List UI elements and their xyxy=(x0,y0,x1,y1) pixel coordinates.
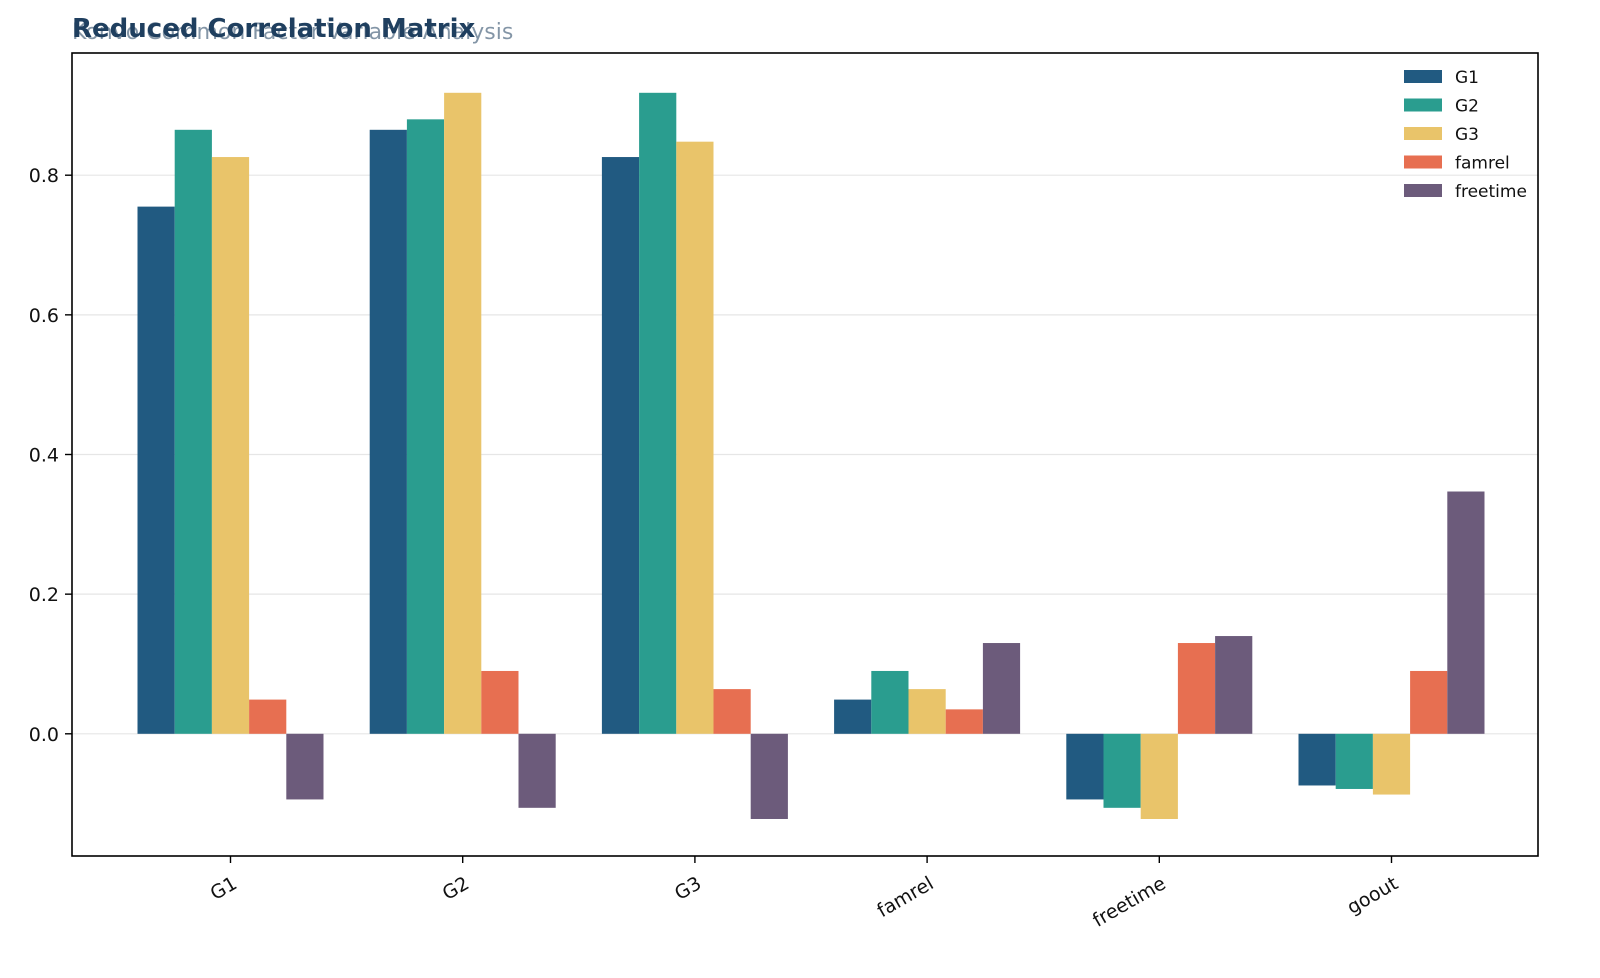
bar-freetime-famrel xyxy=(982,643,1021,734)
bar-G2-G1 xyxy=(174,129,212,734)
x-axis: G1 G2 G3 famrel freetime goout xyxy=(207,856,1402,932)
bar-famrel-G2 xyxy=(481,670,519,734)
legend-label-freetime: freetime xyxy=(1455,182,1527,202)
bar-G1-freetime xyxy=(1066,733,1104,800)
x-tick-label: G3 xyxy=(671,872,705,904)
bar-freetime-G2 xyxy=(518,733,556,808)
y-tick-label: 0.4 xyxy=(29,445,59,467)
legend-swatch-G2 xyxy=(1404,98,1442,112)
legend-swatch-G3 xyxy=(1404,127,1442,140)
grid-lines xyxy=(72,174,1538,735)
x-tick-label: G2 xyxy=(439,872,473,904)
bar-famrel-freetime xyxy=(1177,643,1216,734)
bars xyxy=(137,92,1485,819)
bar-freetime-G1 xyxy=(286,733,324,800)
chart-subtitle: Konvo Common Factor Variable Analysis xyxy=(72,20,514,45)
bar-famrel-G3 xyxy=(713,689,751,734)
bar-G3-freetime xyxy=(1140,733,1178,819)
bar-G2-G3 xyxy=(639,92,677,734)
legend-label-G1: G1 xyxy=(1455,68,1479,88)
bar-G2-G2 xyxy=(406,119,445,734)
bar-famrel-goout xyxy=(1410,670,1448,734)
legend-label-G3: G3 xyxy=(1455,125,1479,145)
x-tick-label: goout xyxy=(1343,872,1401,918)
legend-swatch-G1 xyxy=(1404,70,1442,83)
x-tick-label: G1 xyxy=(207,872,241,904)
y-tick-label: 0.0 xyxy=(29,724,59,746)
x-tick-label: famrel xyxy=(873,872,937,922)
bar-G1-famrel xyxy=(834,699,872,734)
bar-G2-goout xyxy=(1335,733,1373,789)
bar-G1-G1 xyxy=(137,206,175,734)
bar-freetime-freetime xyxy=(1215,636,1253,734)
bar-G3-goout xyxy=(1372,733,1411,795)
y-tick-label: 0.2 xyxy=(29,584,59,606)
y-tick-label: 0.6 xyxy=(29,305,59,327)
legend-label-G2: G2 xyxy=(1455,97,1479,117)
bar-famrel-G1 xyxy=(249,699,287,734)
bar-G3-G2 xyxy=(444,92,482,734)
bar-G3-G1 xyxy=(211,157,250,734)
y-tick-label: 0.8 xyxy=(29,165,59,187)
bar-G1-G2 xyxy=(369,129,407,734)
legend-swatch-famrel xyxy=(1404,155,1442,169)
y-axis: 0.0 0.2 0.4 0.6 0.8 xyxy=(29,165,72,746)
bar-famrel-famrel xyxy=(945,709,983,734)
legend: G1 G2 G3 famrel freetime xyxy=(1404,68,1527,202)
chart-title: Reduced Correlation Matrix xyxy=(72,14,476,44)
x-tick-label: freetime xyxy=(1089,872,1170,931)
bar-G1-goout xyxy=(1298,733,1336,786)
bar-G2-freetime xyxy=(1103,733,1141,808)
legend-label-famrel: famrel xyxy=(1455,154,1510,174)
bar-G1-G3 xyxy=(601,157,640,734)
bar-freetime-goout xyxy=(1447,491,1485,734)
bar-G3-G3 xyxy=(676,141,714,734)
legend-swatch-freetime xyxy=(1404,184,1442,197)
bar-G2-famrel xyxy=(871,670,909,734)
bar-freetime-G3 xyxy=(750,733,788,819)
bar-G3-famrel xyxy=(908,689,946,734)
